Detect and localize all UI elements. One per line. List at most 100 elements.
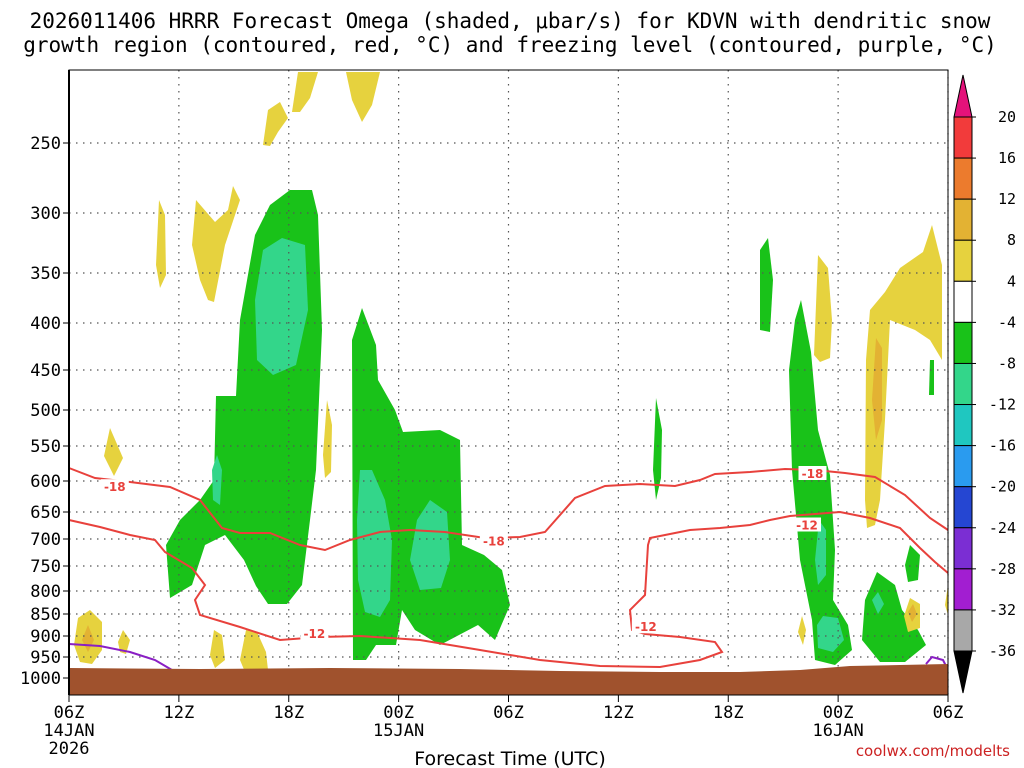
y-tick-label: 650 — [30, 503, 61, 523]
omega-neg8-region — [212, 455, 222, 505]
omega-pos4-region — [240, 630, 268, 672]
colorbar-tick-label: -32 — [989, 601, 1016, 619]
contour-label: -18 — [104, 480, 126, 494]
y-tick-label: 450 — [30, 361, 61, 381]
y-tick-label: 700 — [30, 530, 61, 550]
colorbar-tick-label: 20 — [998, 108, 1016, 126]
freezing-level-contours — [68, 643, 947, 671]
x-tick-label: 18Z — [273, 703, 304, 723]
x-tick-year-label: 2026 — [49, 739, 90, 759]
omega-neg8-regions — [212, 238, 884, 652]
chart-title-line1: 2026011406 HRRR Forecast Omega (shaded, … — [30, 9, 991, 33]
colorbar-tick-label: -16 — [989, 437, 1016, 455]
y-tick-label: 350 — [30, 264, 61, 284]
x-tick-label: 00Z — [823, 703, 854, 723]
colorbar-swatch — [953, 568, 973, 611]
colorbar-swatch — [953, 527, 973, 570]
x-axis-title: Forecast Time (UTC) — [414, 748, 605, 768]
y-tick-label: 900 — [30, 627, 61, 647]
colorbar-swatch — [953, 609, 973, 652]
colorbar-swatch — [953, 404, 973, 447]
omega-pos8-region — [872, 338, 882, 440]
freezing-level-contour — [925, 655, 947, 667]
y-tick-label: 550 — [30, 437, 61, 457]
x-tick-label: 12Z — [603, 703, 634, 723]
x-tick-label: 06Z — [54, 703, 85, 723]
omega-pos4-region — [865, 225, 942, 528]
y-tick-label: 500 — [30, 401, 61, 421]
terrain-surface — [69, 664, 948, 695]
x-tick-date-label: 16JAN — [813, 721, 864, 741]
omega-neg8-region — [410, 500, 450, 590]
colorbar-swatch — [953, 157, 973, 200]
omega-pos4-region — [945, 585, 948, 615]
omega-pos4-region — [346, 72, 380, 122]
contour-label-background — [300, 625, 329, 640]
colorbar-swatch — [953, 198, 973, 241]
contour-label: -12 — [304, 627, 326, 641]
colorbar-swatch — [953, 486, 973, 529]
colorbar-bottom-arrow — [953, 650, 973, 694]
y-tick-label: 850 — [30, 605, 61, 625]
omega-neg4-region — [789, 300, 852, 665]
y-tick-label: 950 — [30, 648, 61, 668]
colorbar-tick-label: -4 — [998, 313, 1016, 331]
colorbar-tick-label: 8 — [1007, 231, 1016, 249]
dgz-contour-minus12 — [68, 510, 949, 669]
omega-neg4-region — [905, 545, 920, 582]
colorbar-swatch — [953, 362, 973, 406]
y-tick-label: 250 — [30, 134, 61, 154]
omega-neg4-region — [760, 238, 773, 332]
omega-neg8-region — [872, 592, 884, 614]
colorbar-tick-label: 12 — [998, 190, 1016, 208]
omega-pos4-region — [323, 400, 332, 478]
colorbar-swatch — [953, 445, 973, 488]
contour-label: -18 — [802, 467, 824, 481]
contour-label-background — [479, 533, 508, 548]
omega-pos4-region — [798, 616, 806, 645]
colorbar-tick-label: -24 — [989, 519, 1016, 537]
colorbar-tick-label: 4 — [1007, 272, 1016, 290]
colorbar-swatch — [953, 239, 973, 282]
x-tick-label: 18Z — [713, 703, 744, 723]
contour-label-background — [792, 517, 821, 532]
contour-label: -12 — [635, 620, 657, 634]
colorbar-tick-label: -28 — [989, 560, 1016, 578]
x-tick-label: 06Z — [933, 703, 964, 723]
credit-text: coolwx.com/modelts — [856, 742, 1010, 760]
omega-pos4-region — [814, 255, 832, 362]
y-tick-label: 750 — [30, 557, 61, 577]
colorbar-swatch — [953, 116, 973, 159]
contour-label-background — [798, 466, 827, 480]
omega-pos4-region — [118, 630, 130, 654]
freezing-level-contour — [68, 643, 173, 671]
x-tick-date-label: 14JAN — [43, 721, 94, 741]
x-tick-label: 00Z — [383, 703, 414, 723]
x-tick-label: 12Z — [164, 703, 195, 723]
omega-pos4-region — [210, 630, 225, 668]
omega-pos4-region — [104, 428, 123, 476]
colorbar-tick-label: 16 — [998, 149, 1016, 167]
y-axis-ticks: 2503003504004505005506006507007508008509… — [20, 134, 69, 689]
omega-pos4-region — [292, 72, 318, 112]
colorbar-tick-label: -36 — [989, 642, 1016, 660]
y-tick-label: 800 — [30, 582, 61, 602]
contour-label: -18 — [483, 535, 505, 549]
colorbar-swatch — [953, 321, 973, 364]
plot-area: -18 -18 -18 -12 -12 -12 — [68, 69, 949, 696]
omega-neg4-region — [352, 308, 510, 660]
y-tick-label: 1000 — [20, 669, 61, 689]
omega-neg8-region — [815, 520, 826, 585]
omega-pos4-region — [263, 102, 288, 146]
y-tick-label: 600 — [30, 472, 61, 492]
x-tick-label: 06Z — [493, 703, 524, 723]
y-tick-label: 300 — [30, 204, 61, 224]
omega-neg4-region — [929, 360, 934, 395]
colorbar-tick-label: -20 — [989, 478, 1016, 496]
omega-pos8-region — [908, 604, 917, 622]
contour-labels: -18 -18 -18 -12 -12 -12 — [100, 466, 827, 641]
omega-pos4-region — [192, 186, 240, 302]
contour-label-background — [100, 479, 129, 494]
